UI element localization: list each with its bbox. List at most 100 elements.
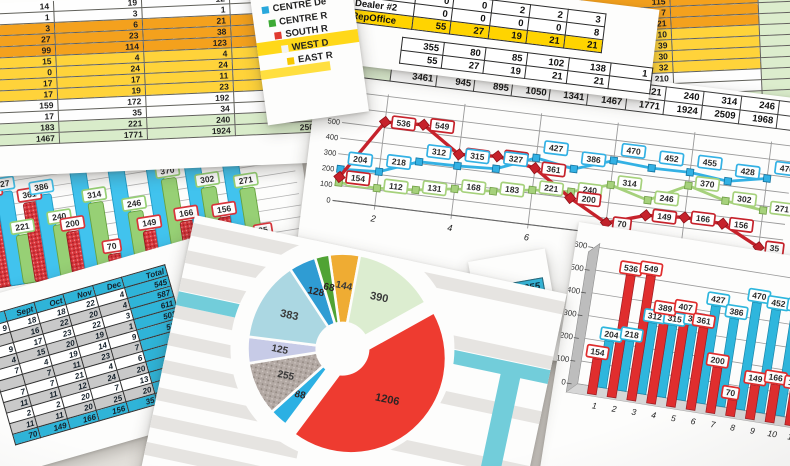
y-tick <box>580 291 587 294</box>
value-label: 35 <box>769 243 780 254</box>
value-label-box <box>724 303 749 321</box>
value-label-box <box>705 352 730 369</box>
value-label-box <box>345 170 371 187</box>
red-bar <box>586 358 603 396</box>
value-label: 427 <box>549 142 565 154</box>
green-marker <box>450 184 459 194</box>
y-tick <box>584 269 590 271</box>
value-label-box <box>386 154 412 171</box>
cyan-marker <box>414 157 424 167</box>
y-tick-label: 0 <box>561 377 567 387</box>
slice-label: 125 <box>270 343 289 357</box>
sheet-line-chart: Total I433118112131168183221240314246370… <box>286 40 790 401</box>
value-label-box <box>616 175 643 192</box>
value-label: 476 <box>779 163 790 175</box>
y-tick-label: 500 <box>327 116 341 126</box>
y-tick-label: 400 <box>325 132 339 142</box>
slice-label: 1206 <box>374 391 400 408</box>
cell: 2957 <box>775 114 790 134</box>
value-label-box <box>0 175 16 193</box>
slice-label: 390 <box>369 290 389 306</box>
value-label: 302 <box>199 173 215 185</box>
value-label-box <box>136 214 163 231</box>
red-marker <box>528 162 542 175</box>
cyan-marker <box>491 164 501 174</box>
gridline-h <box>599 247 790 296</box>
y-tick <box>577 314 583 317</box>
value-label-box <box>619 326 644 343</box>
red-marker <box>639 209 653 222</box>
value-label: 549 <box>644 263 660 275</box>
value-label-box <box>575 191 602 208</box>
value-label: 70 <box>617 218 628 229</box>
y-tick <box>573 337 579 339</box>
green-marker <box>372 183 382 193</box>
value-label-box <box>728 216 755 233</box>
value-label-box <box>694 175 721 192</box>
legend-swatch <box>261 6 270 15</box>
pie-slice <box>341 253 427 350</box>
green-marker <box>411 185 420 195</box>
value-label: 407 <box>678 301 694 313</box>
value-label-box <box>580 151 607 168</box>
y-tick-label: 100 <box>319 179 333 189</box>
cell: 1924 <box>147 124 236 140</box>
value-label-box <box>101 238 123 255</box>
value-label-box <box>691 312 716 329</box>
x-tick-label: 3 <box>631 407 638 418</box>
value-label-box <box>460 179 487 196</box>
x-tick-label: 4 <box>447 223 453 234</box>
value-label-box <box>769 200 790 217</box>
value-label-box <box>720 384 741 401</box>
green-marker <box>684 181 693 190</box>
red-marker <box>678 211 691 224</box>
x-tick-label: 8 <box>730 422 737 433</box>
value-label: 361 <box>696 315 712 327</box>
red-marker <box>491 150 504 163</box>
bar3d-chart: 6005004003002001000123456789101112204154… <box>555 240 790 443</box>
cyan-marker <box>453 161 462 171</box>
value-label-box <box>390 115 417 132</box>
slice-label: 383 <box>279 308 299 324</box>
x-tick-label: 6 <box>690 416 697 427</box>
value-label: 470 <box>752 290 768 302</box>
value-label: 536 <box>623 262 639 274</box>
green-marker <box>488 186 498 196</box>
value-label: 455 <box>702 157 718 169</box>
value-label-box <box>538 180 565 197</box>
legend-swatch <box>267 19 276 28</box>
gridline-h <box>343 106 790 163</box>
green-marker <box>758 206 768 215</box>
value-label-box <box>731 191 758 208</box>
y-tick-label: 400 <box>566 285 581 296</box>
cyan-marker <box>685 167 695 177</box>
x-tick-label: 6 <box>523 232 529 243</box>
value-label: 452 <box>664 153 680 165</box>
value-label: 200 <box>710 354 726 366</box>
gridline-v <box>450 103 466 220</box>
slice-label: 88 <box>293 389 307 402</box>
red-bar <box>725 399 738 418</box>
value-label: 166 <box>178 207 194 219</box>
pie-slice <box>292 310 448 455</box>
value-label: 386 <box>586 154 602 166</box>
y-tick <box>570 359 576 362</box>
x-tick-label: 7 <box>710 419 717 430</box>
slice-label: 128 <box>306 285 325 299</box>
value-label: 470 <box>626 145 642 157</box>
red-marker <box>417 118 430 131</box>
value-label: 149 <box>141 217 157 229</box>
value-label-box <box>620 142 647 159</box>
red-bar <box>744 384 760 421</box>
value-label: 312 <box>431 146 447 158</box>
red-bar <box>764 383 781 424</box>
value-label-box <box>429 118 456 135</box>
value-label-box <box>194 171 221 188</box>
y-tick-label: 600 <box>573 240 588 251</box>
y-tick-label: 0 <box>326 195 331 204</box>
value-label-box <box>585 343 610 361</box>
value-label: 246 <box>659 193 675 205</box>
green-marker <box>606 180 616 190</box>
x-tick-label: 10 <box>767 428 778 439</box>
